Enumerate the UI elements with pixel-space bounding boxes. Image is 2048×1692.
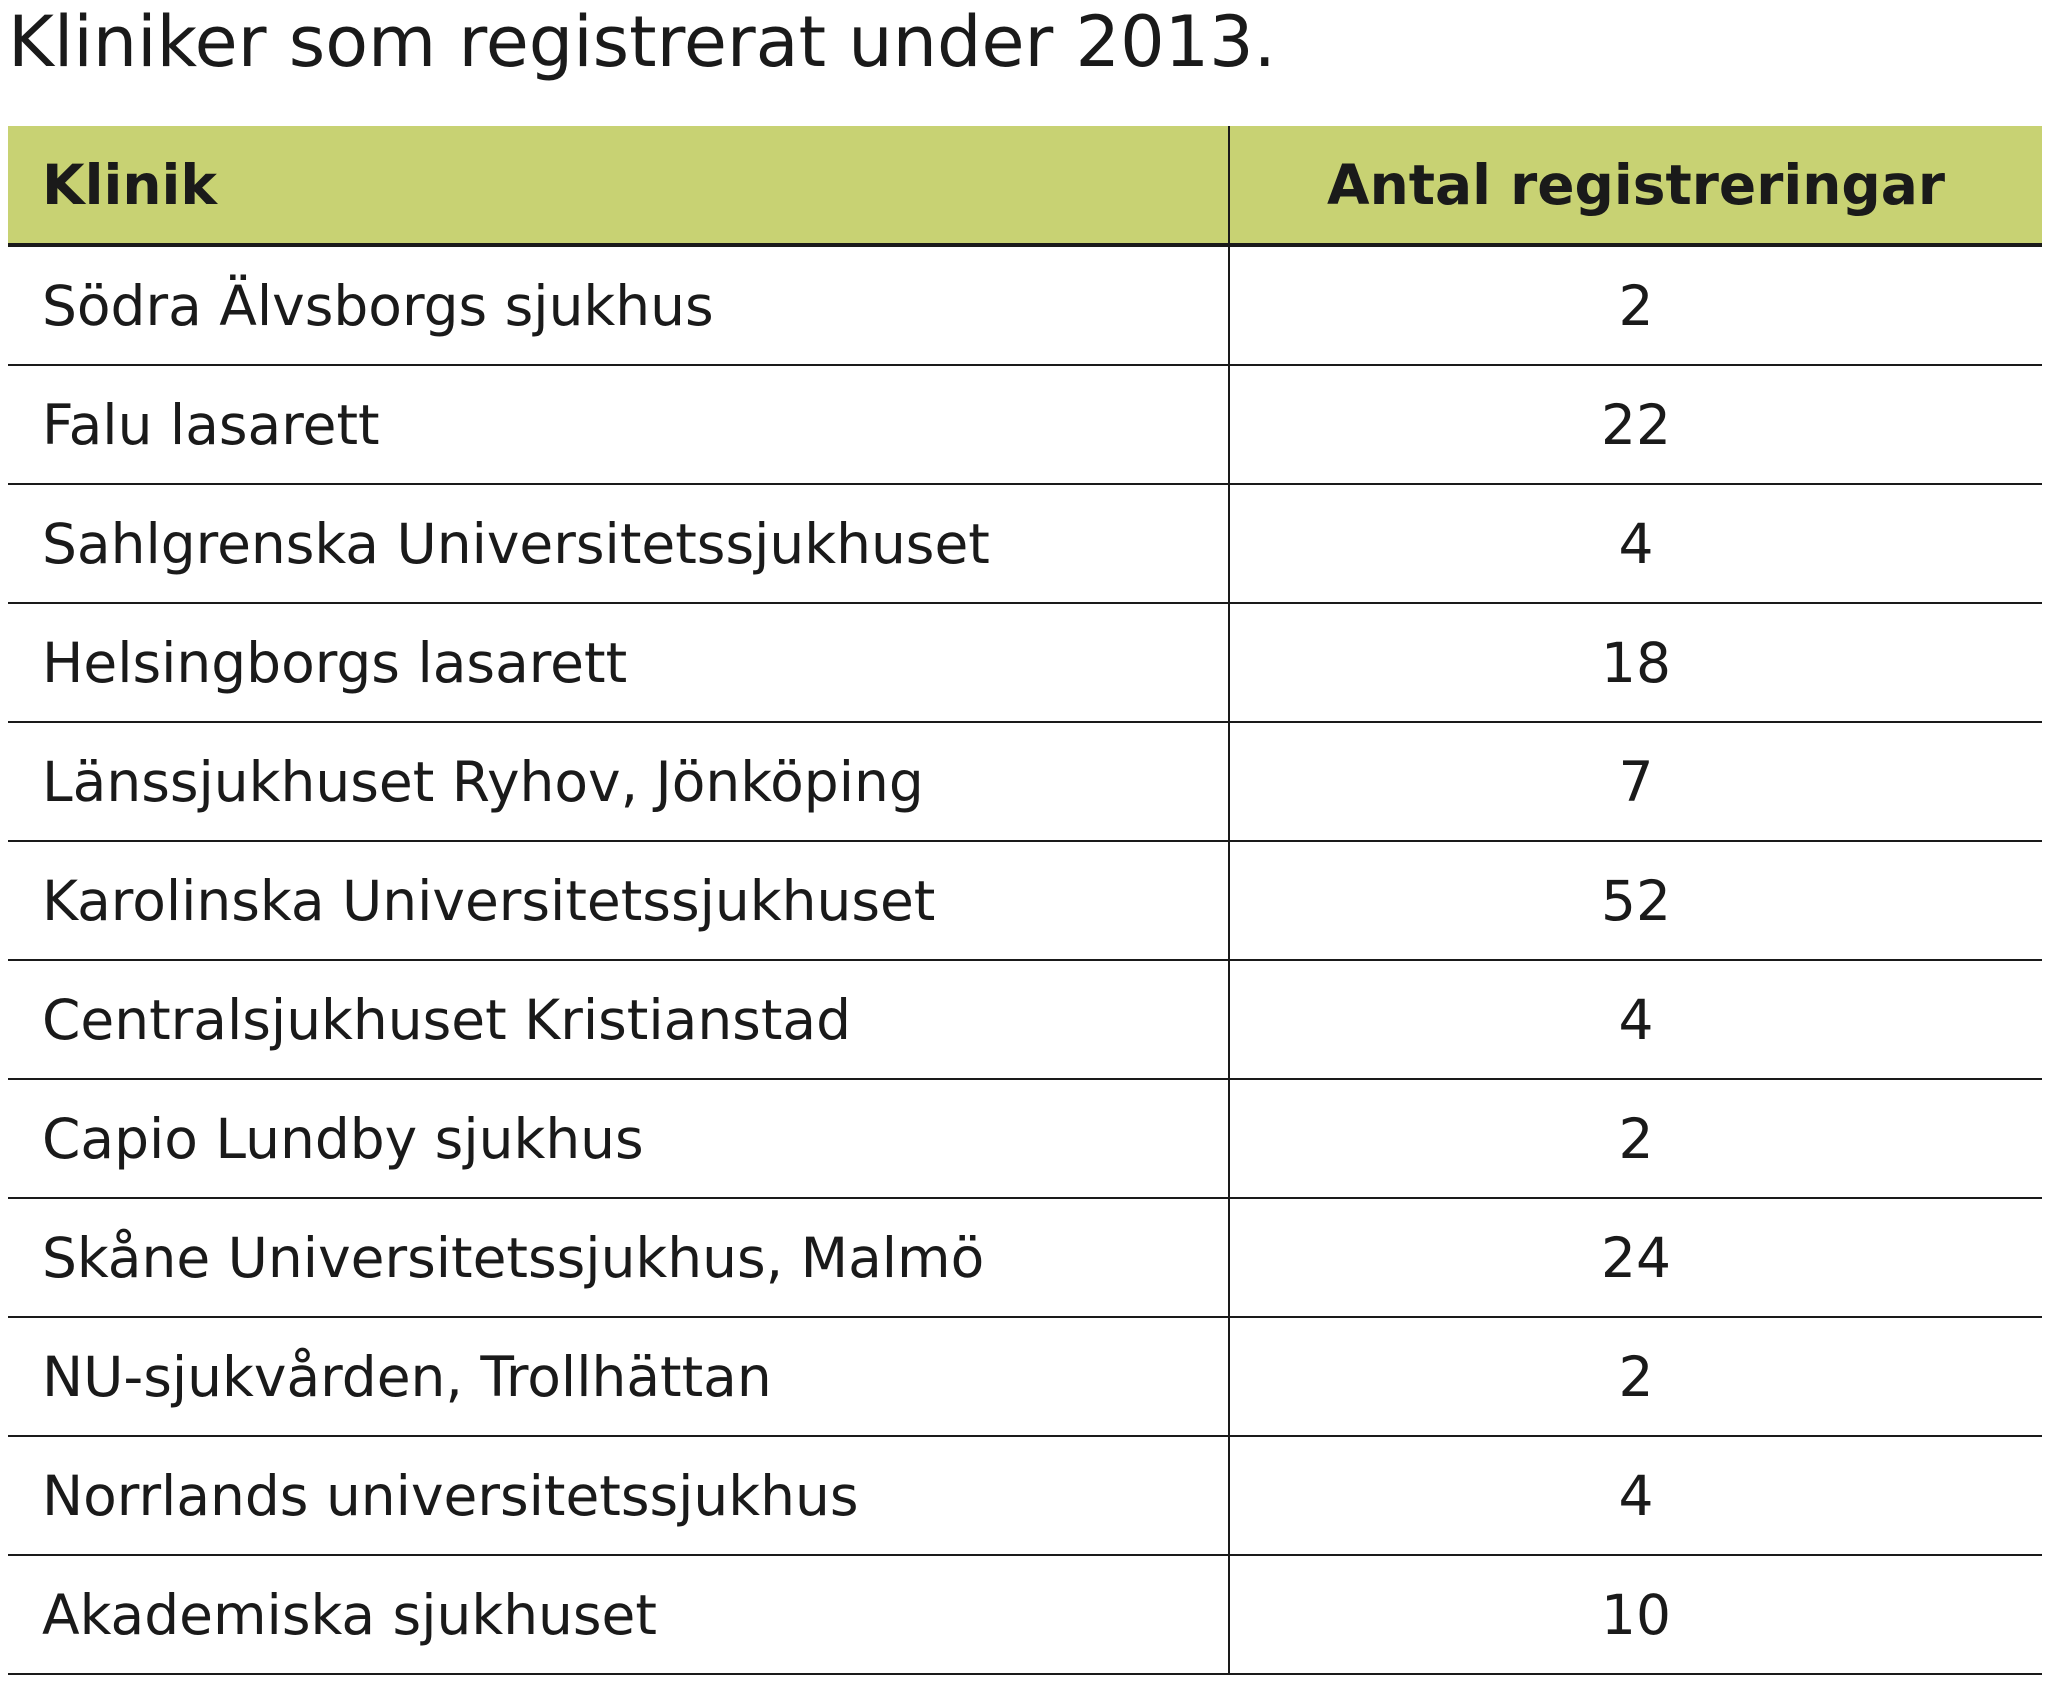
clinic-name: Skåne Universitetssjukhus, Malmö (8, 1198, 1230, 1318)
clinic-name: Capio Lundby sjukhus (8, 1079, 1230, 1199)
registration-count: 22 (1229, 365, 2042, 485)
clinic-name: Länssjukhuset Ryhov, Jönköping (8, 722, 1230, 842)
column-header-antal: Antal registreringar (1229, 126, 2042, 247)
table-row: Norrlands universitetssjukhus 4 (8, 1436, 2042, 1556)
registration-count: 52 (1229, 841, 2042, 961)
table-row: Länssjukhuset Ryhov, Jönköping 7 (8, 722, 2042, 842)
registration-count: 2 (1229, 245, 2042, 366)
registration-count: 10 (1229, 1555, 2042, 1675)
registration-count: 24 (1229, 1198, 2042, 1318)
table-row: Falu lasarett 22 (8, 365, 2042, 485)
clinic-name: Södra Älvsborgs sjukhus (8, 245, 1230, 366)
page-title: Kliniker som registrerat under 2013. (8, 1, 1276, 83)
table-row: Helsingborgs lasarett 18 (8, 603, 2042, 723)
clinic-name: NU-sjukvården, Trollhättan (8, 1317, 1230, 1437)
clinic-name: Centralsjukhuset Kristianstad (8, 960, 1230, 1080)
table-row: Capio Lundby sjukhus 2 (8, 1079, 2042, 1199)
clinic-name: Sahlgrenska Universitetssjukhuset (8, 484, 1230, 604)
column-header-klinik: Klinik (8, 126, 1230, 247)
registration-count: 2 (1229, 1317, 2042, 1437)
table-row: Södra Älvsborgs sjukhus 2 (8, 245, 2042, 366)
clinic-name: Norrlands universitetssjukhus (8, 1436, 1230, 1556)
table-row: Centralsjukhuset Kristianstad 4 (8, 960, 2042, 1080)
table-row: Karolinska Universitetssjukhuset 52 (8, 841, 2042, 961)
clinic-name: Helsingborgs lasarett (8, 603, 1230, 723)
clinic-name: Karolinska Universitetssjukhuset (8, 841, 1230, 961)
registrations-table: Klinik Antal registreringar Södra Älvsbo… (8, 126, 2042, 1675)
registration-count: 2 (1229, 1079, 2042, 1199)
table-body: Södra Älvsborgs sjukhus 2 Falu lasarett … (8, 245, 2042, 1675)
clinic-name: Falu lasarett (8, 365, 1230, 485)
registration-count: 4 (1229, 960, 2042, 1080)
table-row: Akademiska sjukhuset 10 (8, 1555, 2042, 1675)
table-header: Klinik Antal registreringar (8, 126, 2042, 247)
header-row: Klinik Antal registreringar (8, 126, 2042, 247)
table-row: Sahlgrenska Universitetssjukhuset 4 (8, 484, 2042, 604)
registration-count: 4 (1229, 484, 2042, 604)
table-row: Skåne Universitetssjukhus, Malmö 24 (8, 1198, 2042, 1318)
registration-count: 4 (1229, 1436, 2042, 1556)
table-row: NU-sjukvården, Trollhättan 2 (8, 1317, 2042, 1437)
registration-count: 18 (1229, 603, 2042, 723)
clinic-name: Akademiska sjukhuset (8, 1555, 1230, 1675)
registration-count: 7 (1229, 722, 2042, 842)
